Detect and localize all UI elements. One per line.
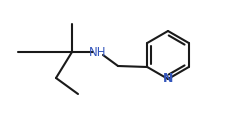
- Text: NH: NH: [89, 45, 106, 59]
- Text: N: N: [162, 72, 172, 85]
